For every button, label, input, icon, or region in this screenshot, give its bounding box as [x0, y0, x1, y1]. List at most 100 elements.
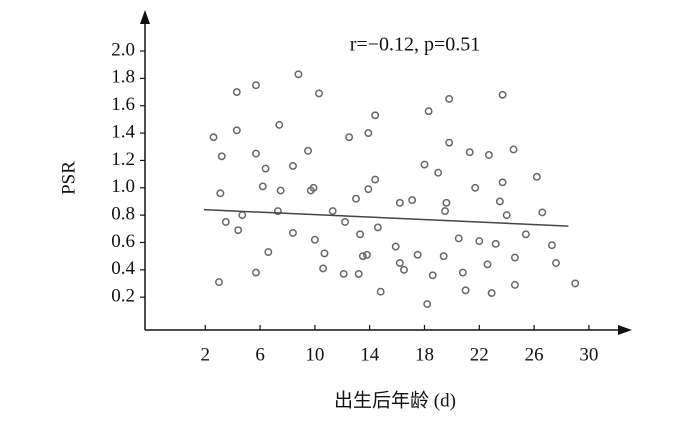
x-tick-label: 22	[470, 344, 489, 365]
point	[445, 138, 454, 147]
point	[356, 230, 365, 239]
point	[495, 197, 504, 206]
point	[509, 145, 518, 154]
y-tick-label: 1.0	[111, 176, 135, 197]
point	[498, 178, 507, 187]
point	[413, 250, 422, 259]
point	[289, 228, 297, 237]
point	[532, 172, 541, 181]
point	[538, 208, 547, 217]
point	[315, 89, 323, 98]
point	[399, 265, 408, 274]
point	[273, 207, 282, 215]
point	[309, 183, 318, 192]
point	[395, 198, 404, 207]
point	[491, 239, 500, 248]
point	[445, 94, 454, 103]
point	[232, 88, 241, 97]
x-axis-label: 出生后年龄 (d)	[334, 389, 456, 411]
y-tick-label: 1.4	[111, 121, 135, 142]
point	[521, 230, 530, 239]
point	[395, 259, 404, 267]
point	[483, 260, 492, 269]
point	[423, 300, 432, 308]
point	[458, 268, 467, 277]
point	[510, 253, 519, 262]
point	[391, 242, 400, 251]
point	[408, 196, 417, 205]
x-tick-label: 10	[305, 344, 324, 365]
x-tick-label: 6	[255, 344, 265, 365]
point	[261, 164, 270, 173]
annotation: r=−0.12, p=0.51	[350, 34, 481, 56]
x-tick-label: 14	[360, 344, 380, 365]
point	[487, 289, 496, 298]
y-tick-label: 1.8	[111, 67, 135, 88]
point	[547, 241, 556, 250]
point	[442, 198, 451, 207]
point	[420, 160, 429, 169]
point	[217, 152, 226, 161]
point	[276, 186, 285, 195]
point	[345, 133, 354, 142]
point	[428, 271, 437, 280]
point	[275, 120, 284, 129]
point	[461, 286, 470, 295]
point	[221, 218, 230, 226]
y-tick-label: 0.2	[111, 286, 135, 307]
trend-line	[203, 208, 569, 227]
x-tick-label: 26	[525, 344, 544, 365]
point	[373, 223, 382, 232]
x-tick-label: 18	[415, 344, 434, 365]
point	[320, 249, 329, 258]
point	[371, 111, 380, 120]
point	[434, 168, 443, 177]
y-tick-label: 0.6	[111, 231, 135, 252]
point	[441, 207, 449, 215]
point	[424, 107, 433, 116]
point	[552, 259, 560, 267]
point	[238, 211, 247, 220]
point	[502, 211, 511, 220]
x-axis-arrow	[618, 325, 632, 335]
point	[439, 252, 448, 261]
point	[471, 183, 480, 192]
y-axis-label: PSR	[58, 161, 79, 195]
point	[252, 149, 260, 158]
point	[498, 90, 507, 99]
point	[454, 234, 463, 243]
point	[475, 237, 484, 246]
point	[352, 194, 360, 203]
point	[510, 280, 519, 289]
point	[376, 287, 385, 296]
point	[484, 151, 493, 159]
point	[319, 264, 328, 273]
point	[358, 252, 367, 261]
point	[232, 126, 241, 135]
point	[364, 185, 373, 194]
point	[341, 218, 349, 226]
point	[310, 235, 319, 244]
point	[289, 161, 297, 170]
point	[294, 70, 303, 79]
point	[354, 269, 363, 278]
point	[216, 189, 225, 198]
point	[465, 148, 474, 157]
point	[234, 226, 243, 235]
y-tick-label: 1.6	[111, 94, 135, 115]
point	[364, 129, 373, 138]
x-tick-label: 2	[201, 344, 211, 365]
point	[209, 133, 218, 142]
point	[304, 146, 312, 155]
y-tick-label: 1.2	[111, 149, 135, 170]
point	[371, 175, 380, 184]
point	[252, 268, 260, 277]
point	[252, 81, 260, 90]
point	[215, 278, 223, 287]
y-tick-label: 0.4	[111, 258, 135, 279]
point	[328, 207, 337, 215]
point	[264, 248, 273, 257]
y-axis-arrow	[140, 10, 150, 24]
point	[362, 250, 371, 259]
